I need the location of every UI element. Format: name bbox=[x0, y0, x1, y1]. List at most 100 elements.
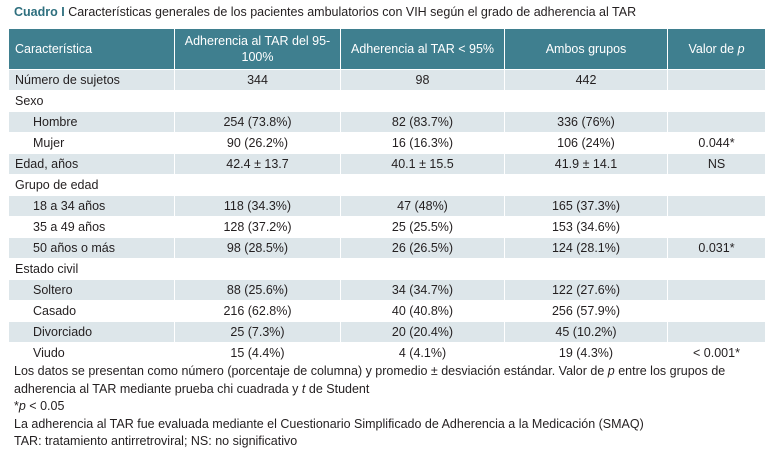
cell-adherence-low: 98 bbox=[340, 69, 505, 91]
table-row: Sexo bbox=[8, 90, 766, 112]
row-label: 50 años o más bbox=[8, 237, 175, 259]
cell-both-groups: 106 (24%) bbox=[504, 132, 668, 154]
cell-p-value: < 0.001* bbox=[667, 342, 766, 364]
row-label: Número de sujetos bbox=[8, 69, 175, 91]
table-row: 18 a 34 años 118 (34.3%) 47 (48%) 165 (37.3… bbox=[8, 195, 766, 217]
row-label: 35 a 49 años bbox=[8, 216, 175, 238]
cell-p-value bbox=[667, 90, 766, 112]
header-p-value-text: Valor de bbox=[688, 42, 735, 56]
header-adherence-high: Adherencia al TAR del 95-100% bbox=[174, 28, 341, 70]
table-row: 35 a 49 años 128 (37.2%) 25 (25.5%) 153 (34… bbox=[8, 216, 766, 238]
table-row: 50 años o más 98 (28.5%) 26 (26.5%) 124 (28… bbox=[8, 237, 766, 259]
row-label: 18 a 34 años bbox=[8, 195, 175, 217]
cell-adherence-low: 4 (4.1%) bbox=[340, 342, 505, 364]
row-label: Grupo de edad bbox=[8, 174, 175, 196]
note-methods-p: p bbox=[607, 364, 615, 378]
cell-p-value bbox=[667, 174, 766, 196]
row-label: Sexo bbox=[8, 90, 175, 112]
cell-adherence-high: 128 (37.2%) bbox=[174, 216, 341, 238]
caption-text: Características generales de los pacient… bbox=[68, 5, 637, 19]
header-both-groups: Ambos grupos bbox=[504, 28, 668, 70]
note-methods: Los datos se presentan como número (porc… bbox=[14, 363, 762, 398]
cell-adherence-high bbox=[174, 258, 341, 280]
cell-adherence-high: 25 (7.3%) bbox=[174, 321, 341, 343]
row-label: Soltero bbox=[8, 279, 175, 301]
note-abbreviations: TAR: tratamiento antirretroviral; NS: no… bbox=[14, 434, 298, 448]
cell-p-value bbox=[667, 279, 766, 301]
table-row: Casado 216 (62.8%) 40 (40.8%) 256 (57.9%) bbox=[8, 300, 766, 322]
header-caracteristica: Característica bbox=[8, 28, 175, 70]
cell-adherence-low bbox=[340, 174, 505, 196]
row-label: Mujer bbox=[8, 132, 175, 154]
cell-adherence-high bbox=[174, 174, 341, 196]
cell-adherence-low bbox=[340, 90, 505, 112]
row-label: Estado civil bbox=[8, 258, 175, 280]
table-row: Número de sujetos 344 98 442 bbox=[8, 69, 766, 91]
table-row: Soltero 88 (25.6%) 34 (34.7%) 122 (27.6%) bbox=[8, 279, 766, 301]
cell-both-groups: 336 (76%) bbox=[504, 111, 668, 133]
cell-both-groups: 165 (37.3%) bbox=[504, 195, 668, 217]
note-smaq: La adherencia al TAR fue evaluada median… bbox=[14, 416, 644, 431]
note-significance: *p < 0.05 bbox=[14, 398, 762, 416]
table-row: Hombre 254 (73.8%) 82 (83.7%) 336 (76%) bbox=[8, 111, 766, 133]
cell-p-value: 0.044* bbox=[667, 132, 766, 154]
cell-both-groups: 45 (10.2%) bbox=[504, 321, 668, 343]
table-header-row: Característica Adherencia al TAR del 95-… bbox=[8, 28, 766, 70]
row-label: Viudo bbox=[8, 342, 175, 364]
table-row: Grupo de edad bbox=[8, 174, 766, 196]
cell-adherence-high: 344 bbox=[174, 69, 341, 91]
cell-both-groups: 19 (4.3%) bbox=[504, 342, 668, 364]
cell-adherence-low bbox=[340, 258, 505, 280]
cell-adherence-high: 216 (62.8%) bbox=[174, 300, 341, 322]
cell-both-groups: 124 (28.1%) bbox=[504, 237, 668, 259]
cell-both-groups bbox=[504, 258, 668, 280]
cell-p-value bbox=[667, 195, 766, 217]
row-label: Hombre bbox=[8, 111, 175, 133]
cell-p-value bbox=[667, 258, 766, 280]
table-row: Divorciado 25 (7.3%) 20 (20.4%) 45 (10.2%) bbox=[8, 321, 766, 343]
cell-adherence-high: 42.4 ± 13.7 bbox=[174, 153, 341, 175]
note-sig-rest: < 0.05 bbox=[25, 399, 65, 413]
cell-adherence-high: 254 (73.8%) bbox=[174, 111, 341, 133]
cell-p-value bbox=[667, 111, 766, 133]
cell-both-groups: 41.9 ± 14.1 bbox=[504, 153, 668, 175]
cell-p-value: NS bbox=[667, 153, 766, 175]
cell-adherence-low: 20 (20.4%) bbox=[340, 321, 505, 343]
cell-adherence-low: 40 (40.8%) bbox=[340, 300, 505, 322]
cell-p-value bbox=[667, 300, 766, 322]
cell-adherence-high: 98 (28.5%) bbox=[174, 237, 341, 259]
cell-both-groups: 256 (57.9%) bbox=[504, 300, 668, 322]
cell-adherence-high bbox=[174, 90, 341, 112]
table-notes: Los datos se presentan como número (porc… bbox=[14, 363, 762, 451]
cell-adherence-high: 15 (4.4%) bbox=[174, 342, 341, 364]
row-label: Edad, años bbox=[8, 153, 175, 175]
cell-p-value bbox=[667, 216, 766, 238]
cell-adherence-low: 26 (26.5%) bbox=[340, 237, 505, 259]
row-label: Divorciado bbox=[8, 321, 175, 343]
cell-adherence-high: 88 (25.6%) bbox=[174, 279, 341, 301]
cell-adherence-high: 118 (34.3%) bbox=[174, 195, 341, 217]
cell-adherence-low: 40.1 ± 15.5 bbox=[340, 153, 505, 175]
cell-p-value bbox=[667, 321, 766, 343]
cell-both-groups: 442 bbox=[504, 69, 668, 91]
note-sig-star: * bbox=[14, 399, 19, 413]
header-adherence-low: Adherencia al TAR < 95% bbox=[340, 28, 505, 70]
cell-adherence-low: 16 (16.3%) bbox=[340, 132, 505, 154]
cell-adherence-high: 90 (26.2%) bbox=[174, 132, 341, 154]
note-methods-part-2: entre los grupos de adherencia al TAR me… bbox=[14, 364, 726, 396]
cell-p-value bbox=[667, 69, 766, 91]
header-p-value: Valor de p bbox=[667, 28, 766, 70]
note-sig-p: p bbox=[18, 399, 26, 413]
table-body: Número de sujetos 344 98 442 Sexo Hombre 254 (… bbox=[8, 69, 766, 364]
table-caption: Cuadro I Características generales de lo… bbox=[14, 5, 636, 19]
table-row: Edad, años 42.4 ± 13.7 40.1 ± 15.5 41.9 ± 1… bbox=[8, 153, 766, 175]
cell-both-groups: 153 (34.6%) bbox=[504, 216, 668, 238]
cell-both-groups bbox=[504, 174, 668, 196]
note-methods-t: t bbox=[301, 381, 306, 396]
cell-both-groups bbox=[504, 90, 668, 112]
cell-p-value: 0.031* bbox=[667, 237, 766, 259]
caption-label: Cuadro I bbox=[14, 5, 65, 19]
cell-adherence-low: 82 (83.7%) bbox=[340, 111, 505, 133]
note-methods-part-1: Los datos se presentan como número (porc… bbox=[14, 364, 608, 378]
cell-adherence-low: 25 (25.5%) bbox=[340, 216, 505, 238]
